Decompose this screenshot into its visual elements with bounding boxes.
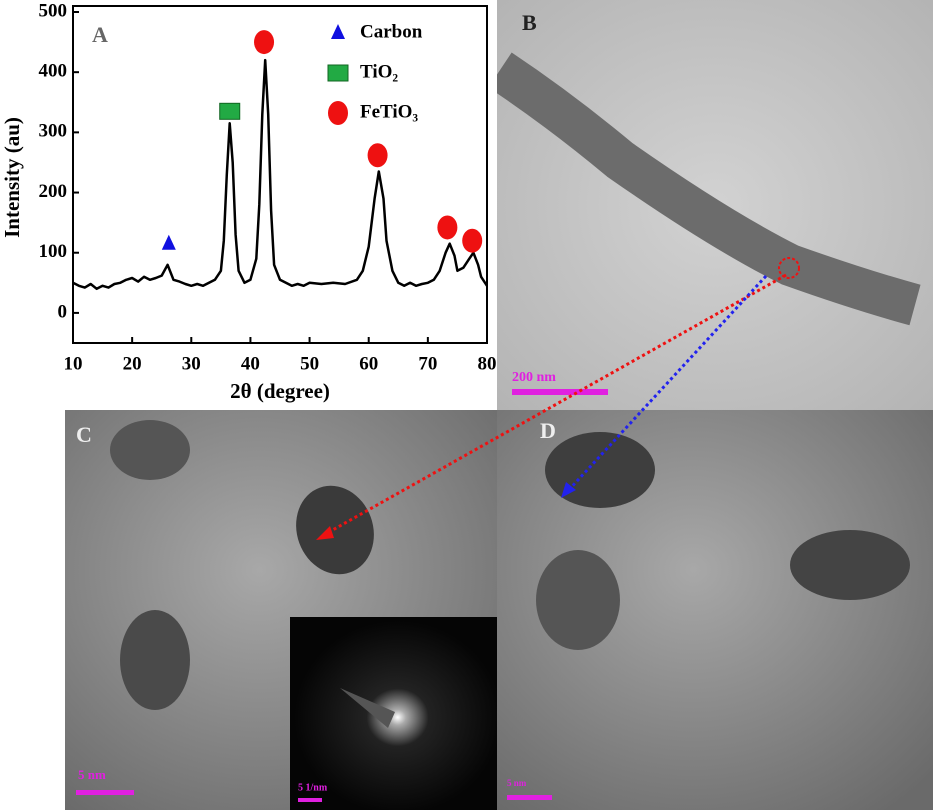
beam-stop (340, 688, 395, 728)
y-tick-label: 100 (39, 241, 68, 262)
scale-bar (76, 790, 134, 795)
marker (254, 30, 275, 55)
marker (161, 234, 176, 250)
region-circle (778, 257, 800, 279)
x-tick-label: 10 (64, 353, 83, 374)
particle (536, 550, 620, 650)
y-tick-label: 200 (39, 181, 68, 202)
y-tick-label: 400 (39, 61, 68, 82)
particle (120, 610, 190, 710)
particle (110, 420, 190, 480)
arrow-head (316, 526, 334, 540)
x-axis-label: 2θ (degree) (230, 379, 330, 403)
marker (367, 143, 388, 168)
chart-panel (0, 0, 497, 410)
x-tick-label: 40 (241, 353, 260, 374)
scale-label: 5 nm (507, 778, 527, 788)
arrow-head (561, 482, 576, 498)
plot-frame (72, 5, 488, 344)
scale-label: 5 1/nm (298, 782, 328, 793)
panel-label: B (522, 10, 537, 35)
legend-label: Carbon (360, 21, 423, 42)
xrd-line (72, 58, 489, 291)
legend-marker (328, 101, 348, 125)
y-tick-label: 0 (58, 301, 68, 322)
scale-label: 200 nm (512, 370, 556, 385)
panel-label: A (92, 22, 108, 47)
legend-marker (331, 24, 345, 39)
scale-bar (298, 798, 322, 802)
x-tick-label: 30 (182, 353, 201, 374)
arrow (564, 274, 768, 495)
y-axis-label: Intensity (au) (0, 117, 24, 238)
x-tick-label: 50 (300, 353, 319, 374)
legend-marker (327, 64, 349, 82)
scale-bar (512, 389, 608, 395)
x-tick-label: 80 (478, 353, 497, 374)
y-tick-label: 300 (39, 121, 68, 142)
arrow (321, 273, 787, 538)
marker (219, 102, 241, 120)
chart: 0 100 200 300 400 500 10 20 30 40 50 60 70 80 2θ (degr… (0, 0, 497, 402)
x-tick-label: 20 (123, 353, 142, 374)
scale-label: 5 nm (78, 767, 106, 782)
marker (462, 228, 483, 253)
legend-label: TiO₂ (360, 61, 398, 82)
scale-bar (507, 795, 552, 800)
particle (790, 530, 910, 600)
nanofiber (488, 52, 921, 326)
x-tick-label: 70 (418, 353, 437, 374)
marker (437, 215, 458, 240)
x-tick-label: 60 (359, 353, 378, 374)
panel-label: C (76, 422, 92, 447)
legend-label: FeTiO₃ (360, 101, 418, 122)
y-tick-label: 500 (39, 0, 68, 21)
panel-label: D (540, 418, 556, 443)
